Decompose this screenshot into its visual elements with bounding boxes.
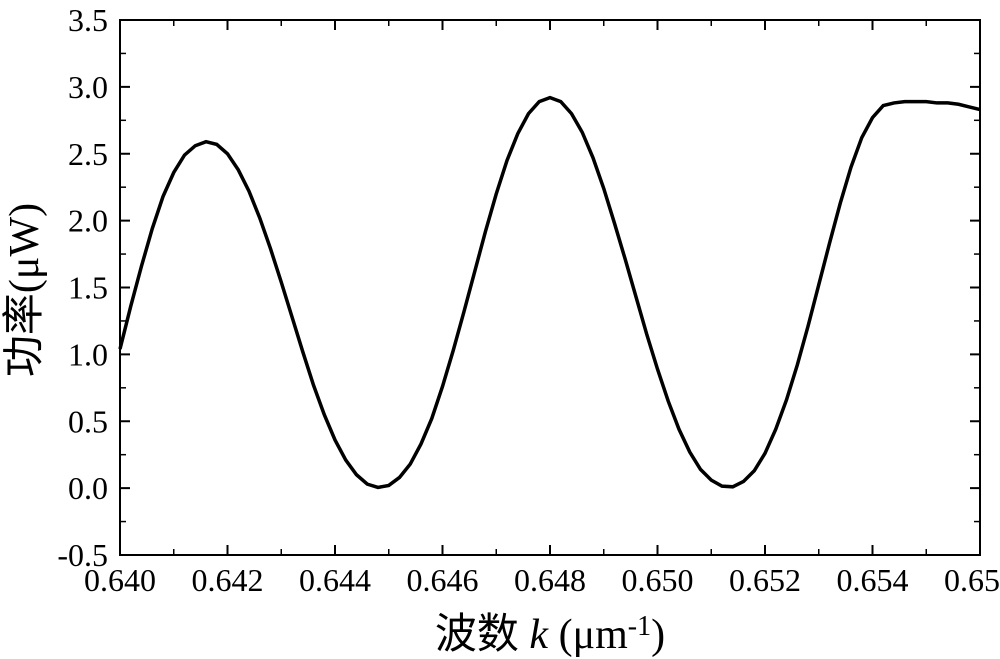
x-tick-labels: 0.640 0.642 0.644 0.646 0.648 0.650 0.652 0.654… xyxy=(84,562,1000,598)
y-tick-label: 0.0 xyxy=(68,470,108,506)
x-tick-label: 0.648 xyxy=(514,562,586,598)
x-tick-label: 0.654 xyxy=(837,562,909,598)
y-tick-labels: -0.50.00.51.01.52.02.53.03.5 xyxy=(57,2,108,573)
x-axis-label: 波数 k (μm-1) xyxy=(435,611,665,658)
y-tick-label: 3.5 xyxy=(68,2,108,38)
x-tick-label: 0.640 xyxy=(84,562,156,598)
power-vs-wavenumber-chart: -0.50.00.51.01.52.02.53.03.5 0.6400.6420… xyxy=(0,0,1000,659)
y-tick-label: 2.5 xyxy=(68,136,108,172)
x-tick-label: 0.644 xyxy=(299,562,371,598)
y-tick-label: 2.0 xyxy=(68,203,108,239)
x-tick-label: 0.646 xyxy=(407,562,479,598)
x-tick-label: 0.642 xyxy=(192,562,264,598)
x-tick-label: 0.650 xyxy=(622,562,694,598)
y-tick-label: 0.5 xyxy=(68,403,108,439)
y-tick-label: 1.5 xyxy=(68,270,108,306)
y-tick-label: 1.0 xyxy=(68,336,108,372)
y-axis-label: 功率(μW) xyxy=(1,203,48,377)
plot-background xyxy=(120,20,980,555)
x-tick-label: 0.656 xyxy=(944,562,1000,598)
x-tick-label: 0.652 xyxy=(729,562,801,598)
plot-area xyxy=(120,20,980,555)
y-tick-label: 3.0 xyxy=(68,69,108,105)
